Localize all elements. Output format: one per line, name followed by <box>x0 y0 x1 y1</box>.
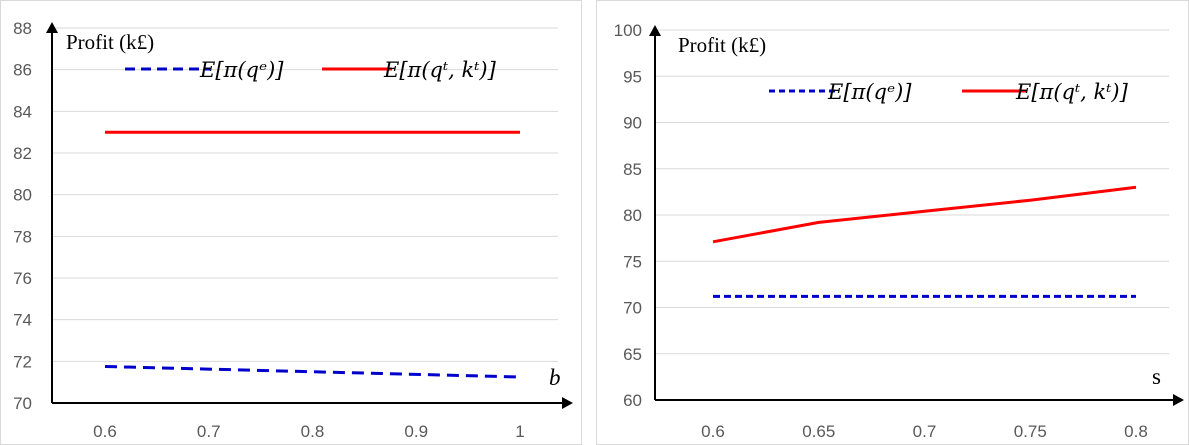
y-tick-label: 86 <box>13 61 32 80</box>
chart-panel-left: 70 72 74 76 78 80 82 84 86 88 0.6 0.7 0.8 0.9 1 Profit… <box>0 0 582 445</box>
y-tick-label: 95 <box>623 67 642 86</box>
legend-label-expected: E[π(qᵉ)] <box>199 58 284 82</box>
y-tick-label: 76 <box>13 269 32 288</box>
y-tick-label: 100 <box>614 21 642 40</box>
y-tick-label: 74 <box>13 311 32 330</box>
y-axis-label: Profit (k£) <box>66 30 154 54</box>
x-axis-arrow <box>1173 394 1184 406</box>
y-tick-label: 85 <box>623 160 642 179</box>
legend-label-threshold: E[π(qᵗ, kᵗ)] <box>383 58 497 82</box>
y-tick-label: 70 <box>13 394 32 413</box>
y-tick-label: 80 <box>623 206 642 225</box>
y-axis-label: Profit (k£) <box>678 33 766 57</box>
x-axis-label: b <box>549 365 561 390</box>
y-tick-label: 84 <box>13 102 32 121</box>
y-axis-arrow <box>46 22 58 33</box>
y-tick-label: 72 <box>13 352 32 371</box>
y-tick-label: 90 <box>623 114 642 133</box>
y-tick-label: 80 <box>13 186 32 205</box>
y-tick-label: 88 <box>13 19 32 38</box>
y-tick-label: 78 <box>13 227 32 246</box>
x-tick-label: 0.8 <box>301 422 325 441</box>
chart-border <box>596 0 1189 445</box>
x-tick-label: 0.7 <box>913 422 937 441</box>
profit-vs-s-chart: 60 65 70 75 80 85 90 95 100 0.6 0.65 0.7 0.75 0.8 Pro… <box>596 0 1189 445</box>
x-tick-label: 1 <box>515 422 524 441</box>
legend-label-expected: E[π(qᵉ)] <box>827 80 912 104</box>
x-tick-label: 0.7 <box>197 422 221 441</box>
y-tick-label: 75 <box>623 252 642 271</box>
chart-panel-right: 60 65 70 75 80 85 90 95 100 0.6 0.65 0.7 0.75 0.8 Pro… <box>596 0 1189 445</box>
legend-label-threshold: E[π(qᵗ, kᵗ)] <box>1015 80 1129 104</box>
x-tick-label: 0.65 <box>802 422 835 441</box>
series-line-threshold <box>712 185 1137 244</box>
y-tick-label: 60 <box>623 391 642 410</box>
x-tick-label: 0.6 <box>93 422 117 441</box>
y-tick-label: 82 <box>13 144 32 163</box>
y-tick-label: 70 <box>623 299 642 318</box>
y-axis-arrow <box>649 25 661 36</box>
x-tick-label: 0.9 <box>404 422 428 441</box>
y-tick-label: 65 <box>623 345 642 364</box>
series-line-expected <box>104 365 521 379</box>
x-axis-arrow <box>562 397 573 409</box>
profit-vs-b-chart: 70 72 74 76 78 80 82 84 86 88 0.6 0.7 0.8 0.9 1 Profit… <box>0 0 582 445</box>
x-tick-label: 0.75 <box>1014 422 1047 441</box>
x-tick-label: 0.6 <box>701 422 725 441</box>
x-tick-label: 0.8 <box>1124 422 1148 441</box>
x-axis-label: s <box>1152 364 1161 389</box>
